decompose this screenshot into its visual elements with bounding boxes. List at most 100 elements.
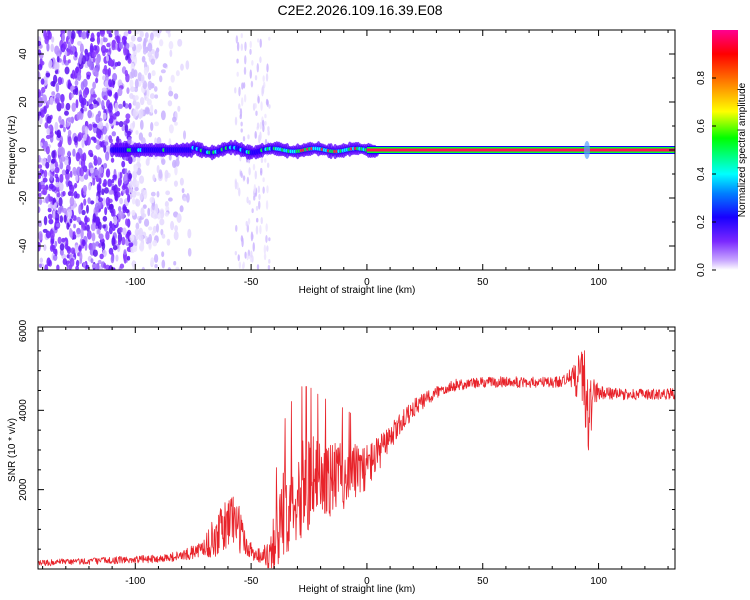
noise-blob bbox=[240, 121, 243, 127]
noise-blob bbox=[154, 203, 159, 212]
noise-blob bbox=[95, 144, 101, 150]
snr-y-ticks: 2000 4000 6000 bbox=[18, 319, 675, 550]
noise-blob bbox=[126, 255, 131, 261]
noise-blob bbox=[116, 135, 120, 144]
noise-blob bbox=[55, 82, 60, 93]
noise-blob bbox=[258, 200, 261, 210]
noise-blob bbox=[248, 200, 251, 205]
colorbar-tick-label: 0.2 bbox=[696, 215, 707, 229]
noise-blob bbox=[108, 90, 113, 97]
noise-blob bbox=[101, 87, 107, 92]
noise-blob bbox=[67, 136, 72, 146]
noise-blob bbox=[64, 66, 70, 75]
noise-blob bbox=[75, 99, 79, 109]
noise-blob bbox=[82, 78, 88, 88]
noise-blob bbox=[108, 226, 113, 235]
noise-blob bbox=[48, 218, 54, 225]
noise-blob bbox=[112, 208, 116, 217]
noise-blob bbox=[96, 35, 101, 45]
noise-blob bbox=[112, 174, 117, 181]
noise-blob bbox=[268, 104, 271, 109]
spectrogram-x-ticks: -100 -50 0 50 100 bbox=[42, 30, 669, 288]
noise-blob bbox=[66, 246, 72, 254]
noise-blob bbox=[236, 58, 239, 64]
noise-blob bbox=[102, 75, 106, 81]
noise-blob bbox=[55, 222, 61, 228]
noise-blob bbox=[67, 59, 71, 64]
noise-blob bbox=[42, 177, 48, 183]
noise-blob bbox=[51, 158, 56, 164]
noise-blob bbox=[123, 255, 127, 264]
noise-blob bbox=[81, 138, 85, 148]
noise-blob bbox=[125, 55, 129, 61]
noise-blob bbox=[54, 161, 58, 169]
noise-blob bbox=[61, 32, 66, 42]
noise-blob bbox=[159, 218, 165, 226]
noise-blob bbox=[264, 158, 267, 163]
noise-blob bbox=[98, 200, 102, 209]
noise-blob bbox=[88, 103, 94, 110]
noise-blob bbox=[150, 122, 154, 132]
noise-blob bbox=[170, 220, 175, 231]
noise-blob bbox=[73, 223, 76, 229]
noise-blob bbox=[159, 39, 164, 47]
noise-blob bbox=[90, 223, 96, 232]
noise-blob bbox=[255, 110, 258, 116]
noise-blob bbox=[86, 230, 92, 240]
noise-blob bbox=[74, 67, 80, 73]
noise-blob bbox=[265, 73, 269, 82]
noise-blob bbox=[105, 168, 111, 178]
noise-blob bbox=[240, 128, 243, 133]
noise-blob bbox=[167, 100, 173, 107]
noise-blob bbox=[160, 110, 166, 121]
noise-blob bbox=[45, 196, 49, 204]
spectrogram-heatmap bbox=[38, 30, 675, 270]
noise-blob bbox=[127, 30, 132, 35]
noise-blob bbox=[62, 207, 68, 214]
noise-blob bbox=[45, 146, 50, 155]
noise-blob bbox=[263, 244, 267, 255]
noise-blob bbox=[150, 58, 156, 65]
y-tick-label: 4000 bbox=[18, 399, 29, 422]
noise-blob bbox=[175, 266, 180, 270]
noise-blob bbox=[162, 63, 168, 69]
noise-blob bbox=[238, 103, 241, 110]
noise-blob bbox=[242, 175, 246, 181]
noise-blob bbox=[249, 69, 252, 79]
noise-blob bbox=[253, 184, 257, 194]
noise-blob bbox=[165, 30, 171, 34]
noise-blob bbox=[95, 217, 100, 227]
colorbar-label: Normalized spectral amplitude bbox=[737, 82, 748, 217]
noise-blob bbox=[53, 202, 57, 211]
y-tick-label: 0 bbox=[18, 147, 29, 153]
noise-blob bbox=[260, 101, 263, 111]
noise-blob bbox=[47, 203, 53, 209]
noise-blob bbox=[139, 175, 145, 184]
colorbar-tick-label: 0.4 bbox=[696, 167, 707, 181]
noise-blob bbox=[176, 213, 182, 223]
noise-blob bbox=[38, 230, 43, 241]
noise-blob bbox=[137, 45, 143, 50]
x-tick-label: 50 bbox=[477, 277, 489, 288]
noise-blob bbox=[84, 125, 89, 136]
noise-blob bbox=[156, 212, 162, 220]
noise-blob bbox=[92, 177, 96, 186]
noise-blob bbox=[161, 251, 165, 258]
noise-blob bbox=[68, 155, 72, 166]
noise-blob bbox=[103, 187, 109, 194]
noise-blob bbox=[38, 71, 41, 81]
noise-blob bbox=[265, 98, 269, 106]
noise-blob bbox=[156, 191, 160, 198]
noise-blob bbox=[70, 247, 76, 255]
colorbar-ticks: 0.0 0.2 0.4 0.6 0.8 bbox=[696, 71, 716, 277]
noise-blob bbox=[103, 37, 108, 43]
x-tick-label: 100 bbox=[590, 576, 607, 587]
noise-blob bbox=[154, 264, 158, 269]
noise-blob bbox=[168, 41, 174, 50]
noise-blob bbox=[130, 35, 136, 42]
noise-blob bbox=[90, 136, 96, 141]
noise-blob bbox=[260, 167, 263, 174]
noise-blob bbox=[82, 261, 87, 269]
noise-blob bbox=[252, 163, 256, 171]
noise-blob bbox=[104, 141, 109, 146]
